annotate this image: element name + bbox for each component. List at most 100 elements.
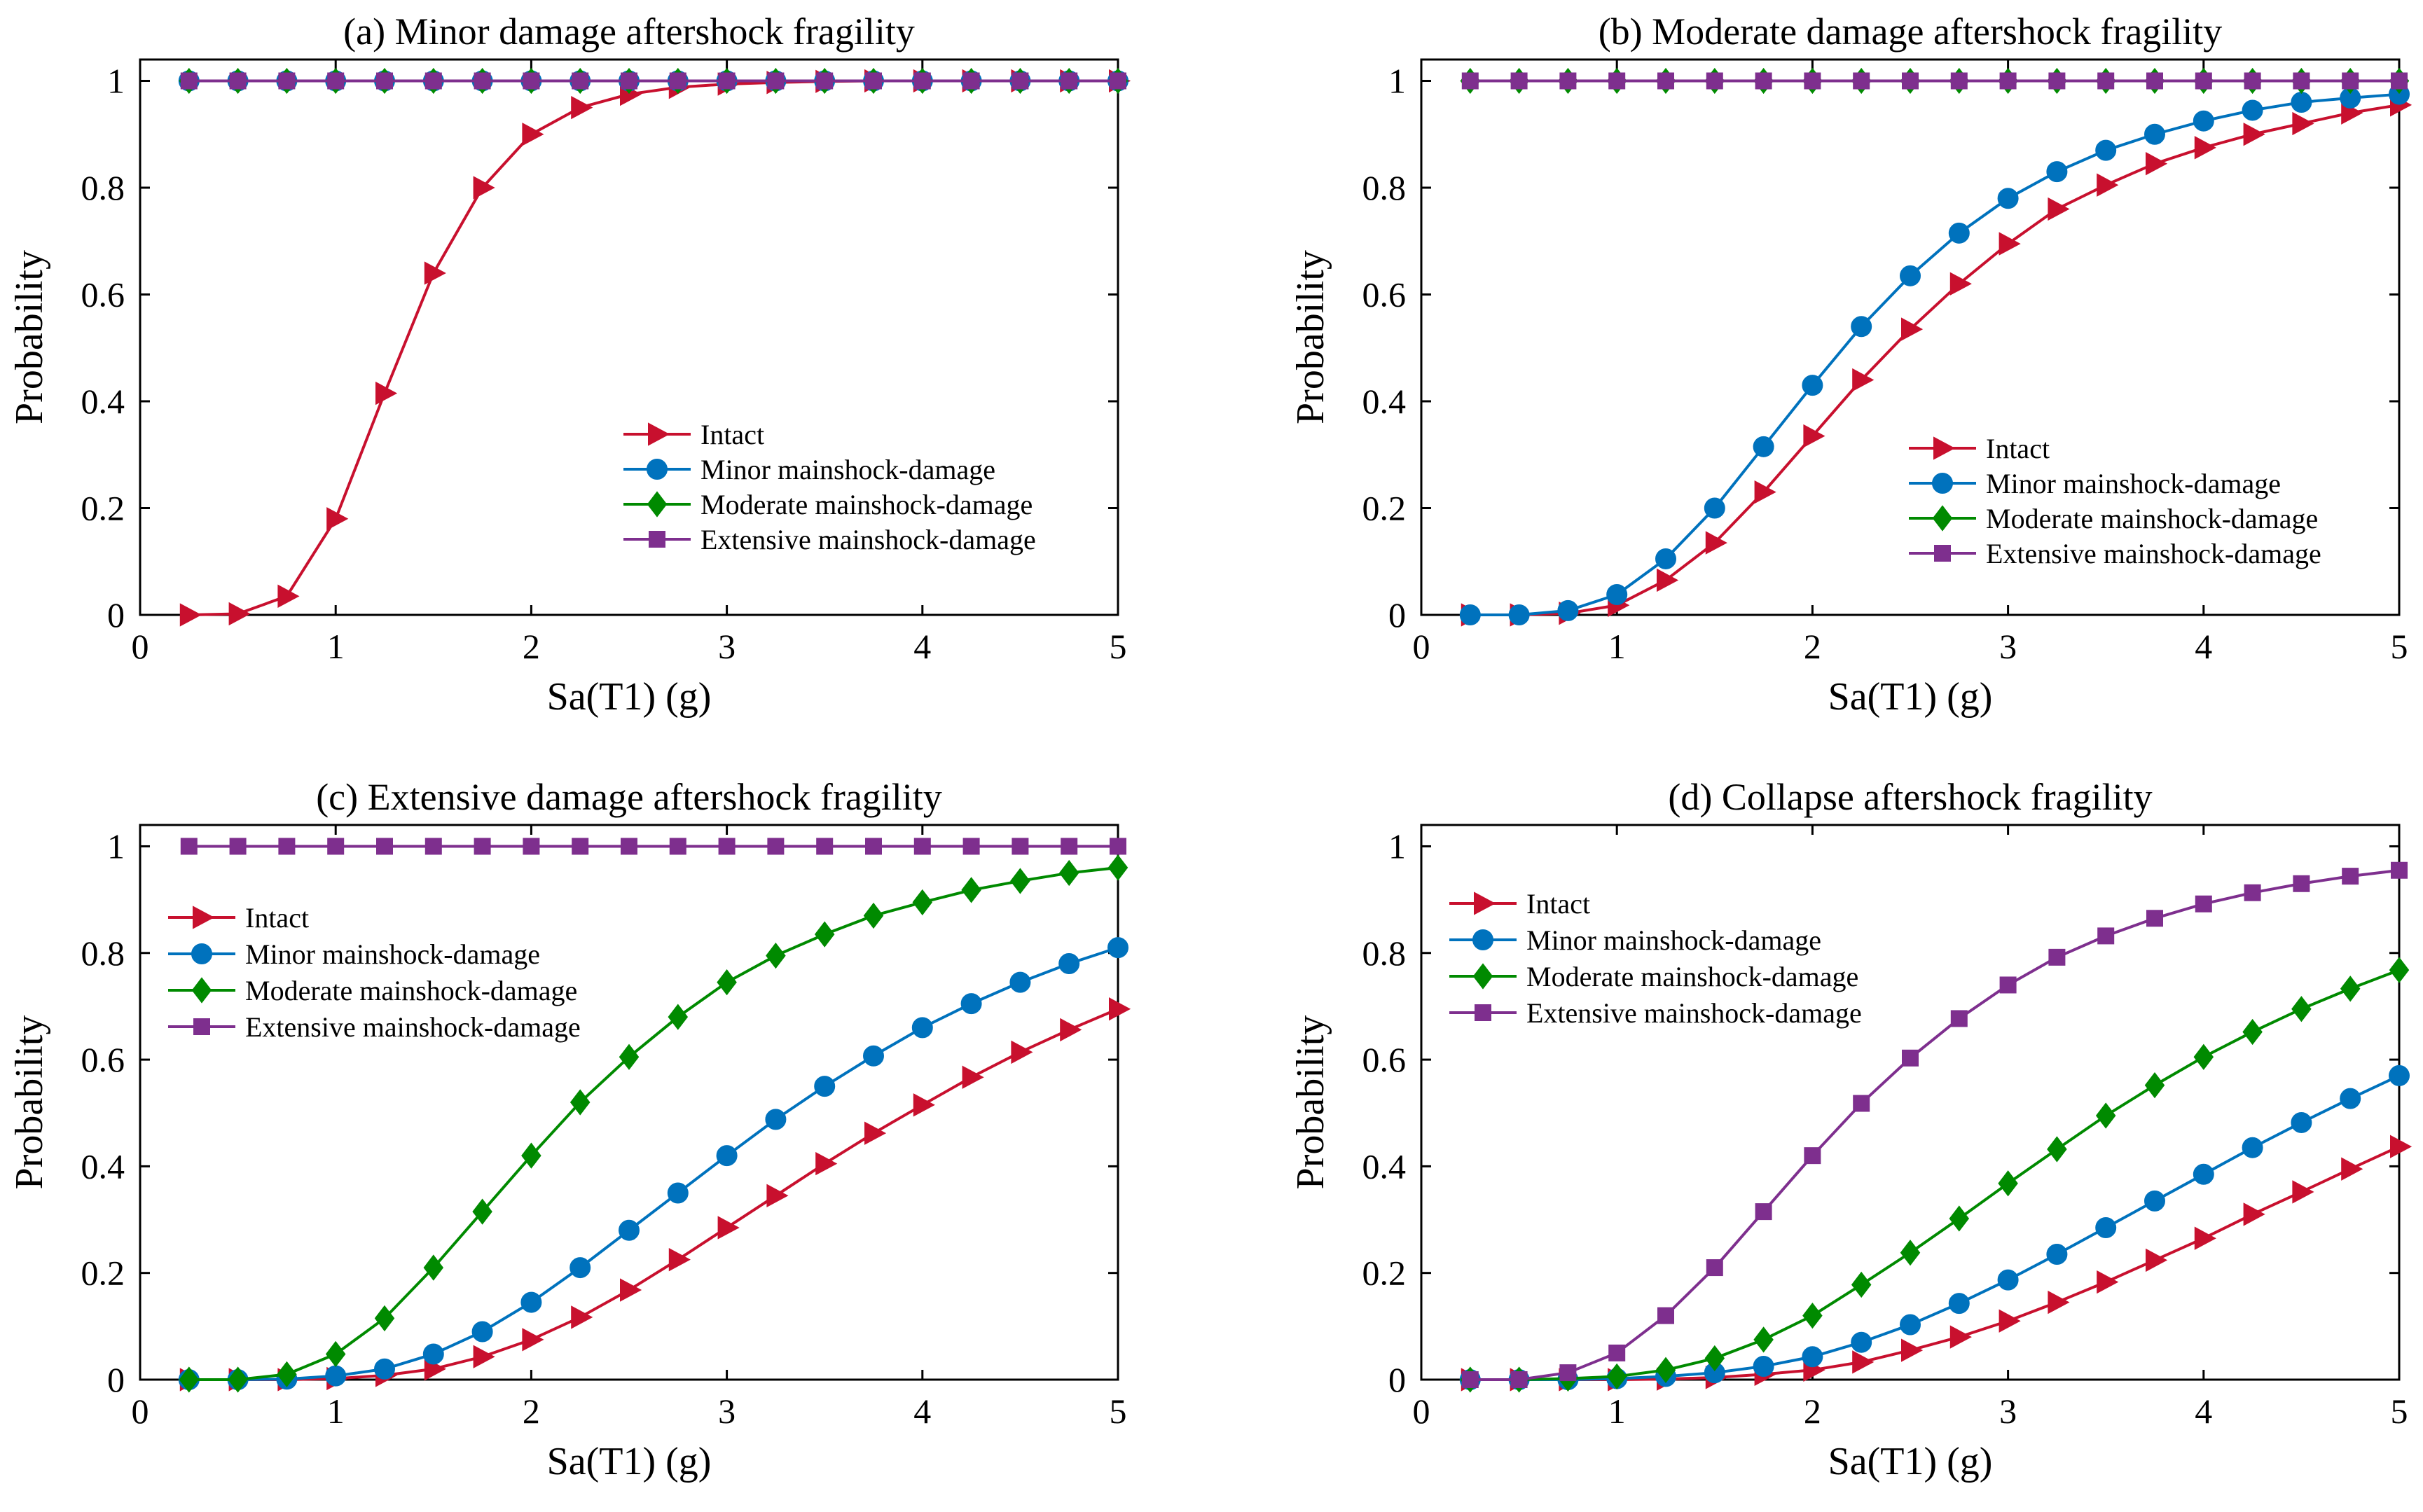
- legend-entry-minor-mainshock-damage: Minor mainshock-damage: [1449, 924, 1821, 956]
- data-point: [2389, 1064, 2410, 1086]
- data-point: [571, 1305, 593, 1329]
- data-point: [569, 1089, 591, 1116]
- data-point: [2242, 1018, 2263, 1046]
- y-tick-label: 0: [1388, 1360, 1406, 1399]
- legend-label: Extensive mainshock-damage: [700, 524, 1036, 555]
- series-extensive-mainshock-damage: [1461, 72, 2408, 90]
- data-point: [2193, 1043, 2214, 1070]
- data-point: [1900, 1240, 1921, 1266]
- data-point: [962, 1065, 984, 1089]
- data-point: [2291, 996, 2312, 1022]
- y-tick-label: 0.4: [1362, 382, 1407, 421]
- data-point: [278, 838, 296, 855]
- data-point: [816, 838, 834, 855]
- data-point: [1754, 480, 1776, 504]
- x-tick-label: 1: [1608, 1392, 1626, 1431]
- data-point: [523, 838, 540, 855]
- data-point: [278, 72, 296, 90]
- chart-title: (c) Extensive damage aftershock fragilit…: [316, 776, 942, 818]
- legend-label: Minor mainshock-damage: [700, 454, 995, 485]
- data-point: [1900, 1314, 1921, 1336]
- data-point: [668, 1247, 691, 1272]
- data-point: [669, 838, 686, 855]
- data-point: [2391, 861, 2408, 879]
- chart-title: (b) Moderate damage aftershock fragility: [1599, 11, 2223, 53]
- data-point: [1461, 1371, 1479, 1388]
- legend-label: Moderate mainshock-damage: [245, 975, 577, 1006]
- y-tick-label: 0.6: [81, 1040, 125, 1079]
- data-point: [1012, 838, 1029, 855]
- y-tick-label: 1: [1388, 826, 1406, 866]
- series-moderate-mainshock-damage: [179, 854, 1128, 1393]
- data-point: [619, 1219, 640, 1241]
- data-point: [1608, 1344, 1626, 1361]
- legend-marker: [649, 531, 665, 548]
- data-point: [2046, 161, 2068, 183]
- legend-label: Extensive mainshock-damage: [1986, 538, 2321, 569]
- legend-label: Intact: [1526, 888, 1590, 920]
- data-point: [1755, 72, 1772, 90]
- data-point: [1110, 72, 1126, 90]
- y-tick-label: 0.8: [1362, 934, 1407, 973]
- legend-marker: [647, 459, 668, 480]
- y-axis-label: Probability: [1289, 1015, 1332, 1190]
- legend-marker: [1475, 1004, 1491, 1021]
- data-point: [2390, 1135, 2412, 1158]
- legend-entry-intact: Intact: [168, 902, 309, 934]
- data-point: [571, 95, 593, 120]
- x-tick-label: 4: [913, 1392, 931, 1431]
- data-point: [522, 123, 544, 146]
- y-tick-label: 0.4: [1362, 1146, 1407, 1186]
- data-point: [1704, 497, 1725, 519]
- data-point: [1508, 604, 1530, 625]
- data-point: [180, 838, 198, 855]
- data-point: [1999, 976, 2017, 994]
- data-point: [2291, 92, 2312, 113]
- data-point: [472, 1198, 492, 1225]
- data-point: [179, 603, 202, 627]
- data-point: [2048, 197, 2070, 221]
- data-point: [1851, 1271, 1872, 1298]
- x-tick-label: 2: [523, 1392, 540, 1431]
- legend-label: Intact: [700, 419, 764, 450]
- chart-panel-b: 0 1 2 3 4 5 0 0.2 0.4 0.6 0.8 1 Sa(T1) (g) Probabilit…: [1289, 11, 2412, 719]
- y-tick-label: 0.2: [81, 1254, 125, 1293]
- legend-marker: [1472, 963, 1493, 990]
- data-point: [1802, 375, 1823, 396]
- data-point: [1999, 1309, 2021, 1333]
- data-point: [962, 838, 980, 855]
- data-point: [2340, 976, 2361, 1002]
- data-point: [2293, 72, 2310, 90]
- data-point: [2242, 1137, 2263, 1158]
- data-point: [2194, 1226, 2216, 1250]
- legend-marker: [1932, 505, 1953, 532]
- data-point: [717, 1216, 740, 1240]
- data-point: [374, 1305, 395, 1332]
- legend-marker: [1472, 929, 1493, 950]
- data-point: [1557, 599, 1579, 621]
- data-point: [1802, 1302, 1823, 1329]
- data-point: [1107, 854, 1128, 881]
- legend-label: Intact: [1986, 433, 2050, 464]
- data-point: [1755, 1203, 1772, 1221]
- data-point: [1559, 72, 1577, 90]
- y-axis-label: Probability: [1289, 250, 1332, 424]
- y-tick-label: 0.8: [1362, 168, 1407, 207]
- y-tick-label: 0.8: [81, 168, 125, 207]
- data-point: [2194, 136, 2216, 160]
- data-point: [668, 1004, 689, 1030]
- data-point: [1753, 1355, 1774, 1377]
- series-line: [1470, 92, 2400, 616]
- legend: Intact Minor mainshock-damage Moderate mai…: [623, 419, 1036, 555]
- data-point: [1852, 368, 1875, 392]
- data-point: [1853, 72, 1870, 90]
- legend-entry-extensive-mainshock-damage: Extensive mainshock-damage: [168, 1011, 581, 1043]
- data-point: [621, 72, 637, 90]
- data-point: [422, 1343, 444, 1365]
- x-tick-label: 5: [1110, 627, 1127, 666]
- data-point: [1997, 188, 2019, 209]
- data-point: [2097, 72, 2115, 90]
- data-point: [2341, 1157, 2363, 1181]
- data-point: [2391, 72, 2408, 90]
- data-point: [620, 1278, 642, 1302]
